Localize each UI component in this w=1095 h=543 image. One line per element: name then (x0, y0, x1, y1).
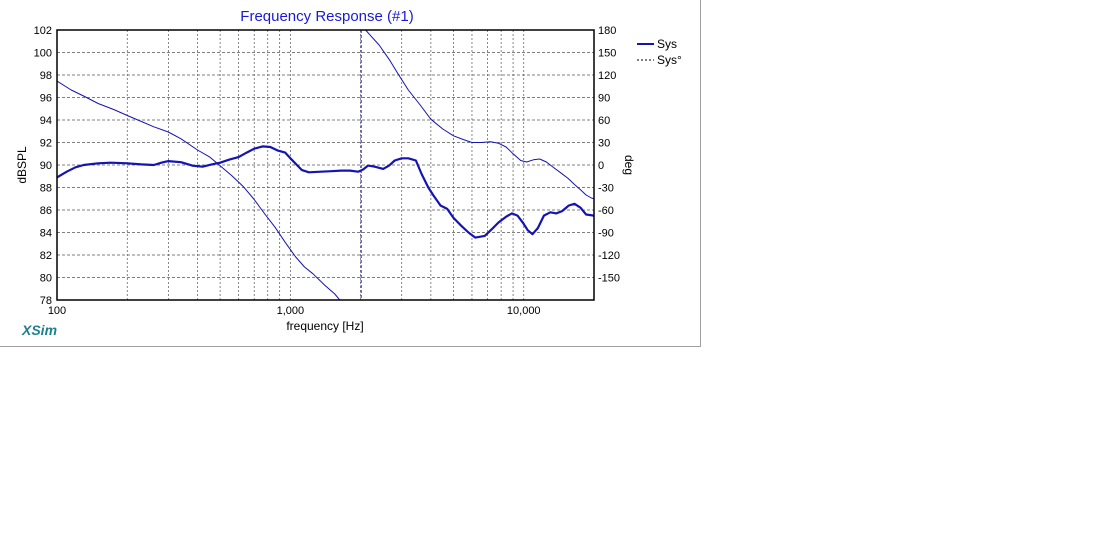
plot-grid (57, 29, 594, 301)
x-tick-label: 10,000 (507, 305, 541, 317)
y-tick-label: 100 (34, 48, 52, 60)
y2-tick-label: 30 (598, 138, 610, 150)
y-tick-labels: 78 80 82 84 86 88 90 92 94 96 98 100 102 (34, 25, 52, 307)
y2-tick-label: 180 (598, 25, 616, 37)
y2-tick-label: -60 (598, 205, 614, 217)
legend-label: Sys° (657, 53, 682, 67)
xsim-brand-label: XSim (22, 322, 58, 338)
y-axis-title: dBSPL (15, 146, 29, 184)
legend: Sys Sys° (637, 37, 682, 67)
frequency-response-chart: Frequency Response (#1) 100 1,000 10,000 7… (15, 8, 682, 333)
y-tick-label: 102 (34, 25, 52, 37)
y-tick-label: 84 (40, 228, 52, 240)
y2-tick-label: 120 (598, 70, 616, 82)
y2-axis-title: deg (622, 155, 636, 175)
y2-tick-label: -90 (598, 228, 614, 240)
x-axis-title: frequency [Hz] (286, 319, 363, 333)
legend-label: Sys (657, 37, 677, 51)
y-tick-label: 82 (40, 250, 52, 262)
series-layer (57, 30, 594, 300)
y2-tick-label: -150 (598, 273, 620, 285)
y-tick-label: 98 (40, 70, 52, 82)
y-tick-label: 92 (40, 138, 52, 150)
chart-title: Frequency Response (#1) (240, 8, 413, 25)
series-line-phase (57, 30, 594, 300)
y2-tick-label: -120 (598, 250, 620, 262)
y-tick-label: 90 (40, 160, 52, 172)
y2-tick-label: 0 (598, 160, 604, 172)
y-tick-label: 94 (40, 115, 52, 127)
plot-frame (56, 29, 595, 301)
y-tick-label: 86 (40, 205, 52, 217)
series-line-spl (57, 145, 594, 239)
x-tick-label: 100 (48, 305, 66, 317)
y-tick-label: 88 (40, 183, 52, 195)
y2-tick-label: -30 (598, 183, 614, 195)
y-tick-label: 96 (40, 93, 52, 105)
y-tick-label: 78 (40, 295, 52, 307)
y2-tick-label: 60 (598, 115, 610, 127)
y2-tick-labels: 180 150 120 90 60 30 0 -30 -60 -90 -120 -150 (598, 25, 620, 285)
y-tick-label: 80 (40, 273, 52, 285)
y2-tick-label: 90 (598, 93, 610, 105)
y2-tick-label: 150 (598, 48, 616, 60)
x-tick-label: 1,000 (277, 305, 305, 317)
chart-panel: Frequency Response (#1) 100 1,000 10,000 7… (0, 0, 701, 347)
x-tick-labels: 100 1,000 10,000 (48, 305, 541, 317)
